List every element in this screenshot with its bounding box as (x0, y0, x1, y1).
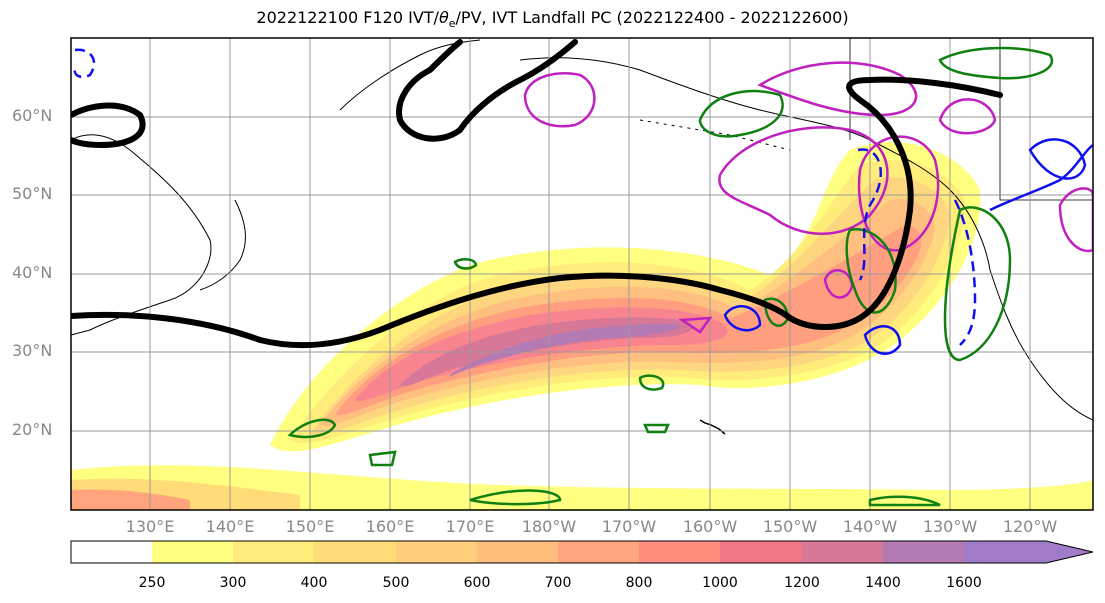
cb-frame (70, 540, 1094, 564)
kamchatka (339, 39, 481, 111)
cb-extend-triangle (1046, 541, 1093, 563)
aleutians (639, 119, 791, 151)
cb-seg-5 (477, 541, 558, 563)
colorbar-label: 1200 (784, 575, 820, 591)
ivt-southern-band (71, 465, 1093, 510)
blue-contour-sw (723, 305, 762, 332)
magenta-contour-pacific (678, 316, 713, 334)
pv-contour (71, 39, 1003, 349)
cb-seg-9 (802, 541, 883, 563)
green-contour-alaska (698, 90, 784, 138)
cb-seg-1 (152, 541, 233, 563)
lon-label-140e: 140°E (205, 517, 255, 536)
lon-label-120w: 120°W (1002, 517, 1058, 536)
colorbar-label: 400 (300, 575, 328, 591)
lon-label-130w: 130°W (922, 517, 978, 536)
lat-label-20n: 20°N (12, 420, 53, 439)
pv-contour-west (71, 102, 146, 149)
magenta-contour-ne (938, 98, 997, 135)
blue-contour-coast (989, 143, 1093, 212)
colorbar-label: 600 (463, 575, 491, 591)
blue-contours (73, 48, 1093, 355)
green-contour-sw (287, 418, 337, 439)
ivt-southern-band-core (71, 489, 190, 510)
map-title: 2022122100 F120 IVT/θe/PV, IVT Landfall … (256, 8, 849, 31)
blue-contour-ne (1028, 138, 1087, 180)
alaska-coast (519, 57, 991, 271)
lon-label-150e: 150°E (285, 517, 335, 536)
green-contour-band-e (868, 495, 941, 507)
green-contour-center-e (845, 228, 897, 314)
na-coast (989, 269, 1093, 421)
gridlines (71, 38, 1093, 510)
cb-seg-3 (314, 541, 396, 563)
pv-contour-north (396, 39, 578, 142)
lon-label-160w: 160°W (682, 517, 738, 536)
magenta-contour-alaska (757, 61, 918, 117)
hawaii (699, 419, 726, 435)
lat-label-30n: 30°N (12, 341, 53, 360)
green-contour-band (469, 489, 562, 506)
cb-seg-6 (558, 541, 639, 563)
cb-seg-0 (71, 541, 152, 563)
cb-seg-8 (720, 541, 802, 563)
lat-label-40n: 40°N (12, 263, 53, 282)
colorbar-label: 1000 (702, 575, 738, 591)
lat-label-60n: 60°N (12, 106, 53, 125)
lat-label-50n: 50°N (12, 184, 53, 203)
map-frame (70, 37, 1094, 511)
green-contour-mid (763, 297, 789, 327)
colorbar-label: 300 (219, 575, 247, 591)
colorbar (70, 540, 1094, 564)
colorbar-label: 250 (138, 575, 166, 591)
green-contour-bc (938, 46, 1054, 80)
lon-label-170w: 170°W (601, 517, 657, 536)
cb-seg-11 (964, 541, 1046, 563)
lon-label-160e: 160°E (365, 517, 415, 536)
colorbar-label: 1400 (865, 575, 901, 591)
green-contour-s (368, 450, 397, 467)
lon-label-150w: 150°W (762, 517, 818, 536)
ivt-contour-1400 (449, 323, 680, 377)
colorbar-label: 800 (625, 575, 653, 591)
magenta-contour-east (1058, 187, 1093, 253)
lon-label-130e: 130°E (125, 517, 175, 536)
cb-seg-7 (639, 541, 720, 563)
lon-label-170e: 170°E (445, 517, 495, 536)
map-area (71, 38, 1093, 510)
green-contour-spot (453, 258, 478, 270)
blue-contour-e (863, 325, 902, 355)
japan-coast (199, 199, 246, 291)
green-contour-hawaii (643, 423, 670, 434)
green-contour-pacific (638, 374, 665, 391)
lon-label-180w: 180°W (521, 517, 577, 536)
cb-seg-10 (883, 541, 964, 563)
green-contour-nw (943, 206, 1012, 362)
pv-contour-main (71, 76, 1003, 349)
colorbar-label: 1600 (946, 575, 982, 591)
colorbar-label: 700 (544, 575, 572, 591)
magenta-contours (523, 61, 1093, 334)
lon-label-140w: 140°W (842, 517, 898, 536)
blue-contour-nw-dashed (73, 48, 96, 79)
green-contours (287, 46, 1054, 507)
blue-contour-coast-dashed (953, 199, 977, 346)
cb-seg-2 (233, 541, 314, 563)
magenta-contour-gulf (718, 126, 889, 235)
cb-seg-4 (396, 541, 477, 563)
magenta-contour-bering (523, 71, 596, 128)
blue-contour-gulf-dashed (857, 148, 883, 281)
asia-coast (71, 134, 212, 336)
colorbar-label: 500 (382, 575, 410, 591)
